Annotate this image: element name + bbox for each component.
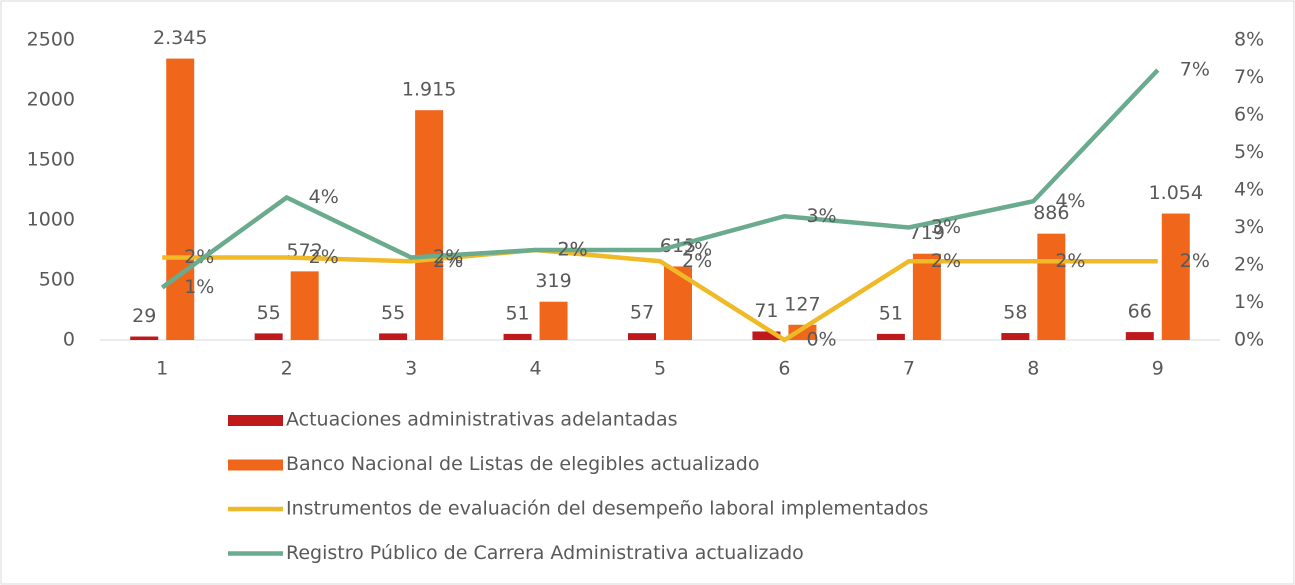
x-tick-label: 5	[654, 358, 666, 380]
bar	[1125, 332, 1154, 340]
legend-swatch	[228, 459, 283, 471]
legend-label: Instrumentos de evaluación del desempeño…	[286, 498, 928, 520]
data-label: 2.345	[153, 27, 207, 49]
y2-tick-label: 1%	[1234, 291, 1264, 313]
y2-tick-label: 3%	[1234, 216, 1264, 238]
data-label: 319	[535, 270, 571, 292]
data-label: 2%	[558, 239, 588, 261]
data-label: 2%	[682, 239, 712, 261]
bar	[912, 253, 941, 340]
data-label: 3%	[931, 216, 961, 238]
data-label: 1.915	[402, 79, 456, 101]
data-label: 2%	[931, 250, 961, 272]
y-tick-label: 2000	[27, 89, 75, 111]
y2-tick-label: 7%	[1234, 66, 1264, 88]
x-tick-label: 7	[903, 358, 915, 380]
x-tick-label: 2	[281, 358, 293, 380]
y2-tick-label: 2%	[1234, 254, 1264, 276]
bar	[788, 324, 817, 340]
y2-tick-label: 8%	[1234, 29, 1264, 51]
data-label: 0%	[806, 329, 836, 351]
data-label: 2%	[1055, 250, 1085, 272]
data-label: 51	[879, 302, 903, 324]
y2-tick-label: 0%	[1234, 329, 1264, 351]
y-tick-label: 500	[39, 269, 75, 291]
data-label: 29	[132, 305, 156, 327]
data-label: 886	[1033, 202, 1069, 224]
bar	[254, 333, 283, 340]
data-label: 4%	[309, 186, 339, 208]
legend-swatch	[228, 415, 283, 426]
x-tick-label: 9	[1152, 358, 1164, 380]
bar	[628, 333, 656, 340]
x-tick-label: 1	[156, 358, 168, 380]
data-label: 57	[630, 302, 654, 324]
y2-tick-label: 6%	[1234, 104, 1264, 126]
bar	[1037, 233, 1066, 340]
data-label: 1.054	[1149, 182, 1203, 204]
y-tick-label: 1500	[27, 149, 75, 171]
data-label: 51	[505, 302, 529, 324]
y2-tick-label: 4%	[1234, 179, 1264, 201]
bar	[130, 336, 159, 340]
line	[162, 247, 1158, 343]
bar	[379, 333, 408, 340]
data-label: 3%	[806, 205, 836, 227]
data-label: 66	[1128, 301, 1152, 323]
y-tick-label: 0	[63, 329, 75, 351]
data-label: 55	[381, 302, 405, 324]
y-tick-label: 1000	[27, 209, 75, 231]
y2-tick-label: 5%	[1234, 141, 1264, 163]
bar	[166, 58, 195, 340]
data-label: 55	[257, 302, 281, 324]
legend-label: Banco Nacional de Listas de elegibles ac…	[286, 453, 759, 475]
x-tick-label: 8	[1027, 358, 1039, 380]
data-label: 2%	[1180, 250, 1210, 272]
data-label: 71	[754, 300, 778, 322]
bar	[539, 301, 568, 340]
y-tick-label: 2500	[27, 29, 75, 51]
data-label: 4%	[1055, 190, 1085, 212]
data-label: 1%	[184, 276, 214, 298]
bar	[415, 110, 444, 340]
legend-label: Registro Público de Carrera Administrati…	[286, 542, 804, 564]
data-label: 7%	[1180, 59, 1210, 81]
data-label: 2%	[433, 246, 463, 268]
x-tick-label: 3	[405, 358, 417, 380]
bar	[876, 333, 905, 340]
x-tick-label: 4	[530, 358, 542, 380]
bar	[503, 333, 532, 340]
data-label: 2%	[309, 246, 339, 268]
bar	[752, 331, 781, 340]
legend-label: Actuaciones administrativas adelantadas	[286, 409, 678, 431]
bar	[290, 271, 319, 340]
bar	[1001, 333, 1030, 340]
line	[160, 68, 1160, 290]
bar	[1161, 213, 1190, 340]
data-label: 58	[1003, 302, 1027, 324]
x-tick-label: 6	[778, 358, 790, 380]
data-label: 2%	[184, 246, 214, 268]
data-label: 127	[784, 293, 820, 315]
data-label: 2%	[682, 250, 712, 272]
